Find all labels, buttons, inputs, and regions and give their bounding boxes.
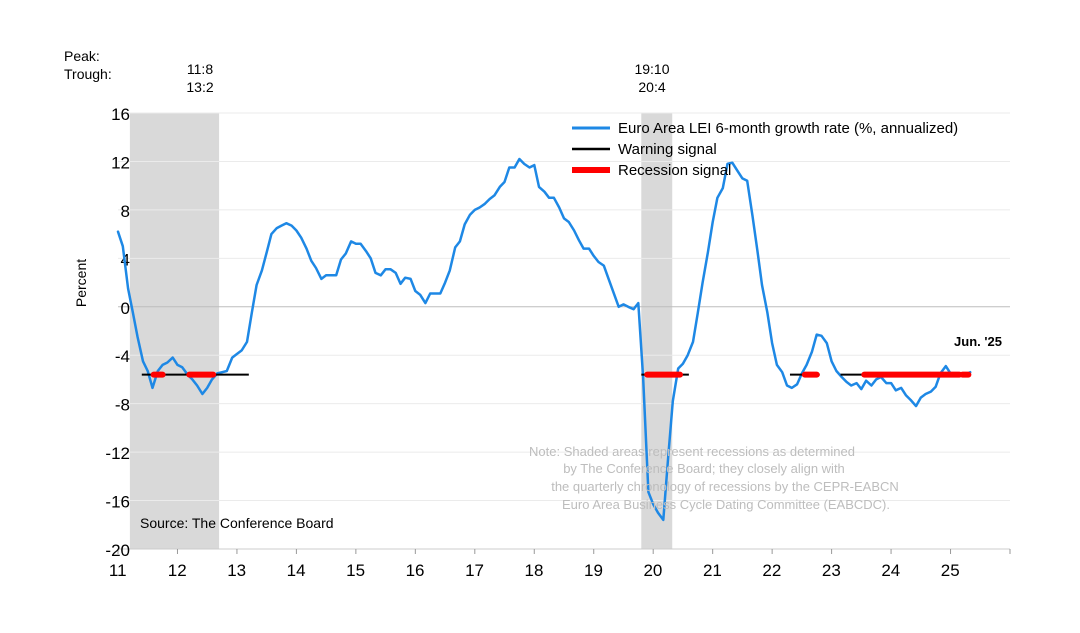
x-tick-label: 17 [465,561,484,580]
note-line-3: the quarterly chronology of recessions b… [551,479,899,494]
y-tick-label: 0 [121,299,130,318]
peak-label: Peak: [64,48,100,64]
y-axis-label: Percent [73,259,89,307]
x-tick-label: 25 [941,561,960,580]
note-line-2: by The Conference Board; they closely al… [563,461,845,476]
x-tick-label: 16 [406,561,425,580]
y-tick-label: 8 [121,202,130,221]
x-tick-label: 15 [346,561,365,580]
recession-1-peak: 11:8 [187,61,213,77]
y-tick-label: -4 [115,347,130,366]
legend-lei-label: Euro Area LEI 6-month growth rate (%, an… [618,120,958,137]
note-block: Note: Shaded areas represent recessions … [529,444,899,512]
recession-2-peak: 19:10 [634,61,669,77]
legend-recession-label: Recession signal [618,162,731,179]
y-tick-label: -8 [115,396,130,415]
legend: Euro Area LEI 6-month growth rate (%, an… [572,120,958,179]
x-tick-label: 13 [227,561,246,580]
x-tick-label: 23 [822,561,841,580]
legend-warning-label: Warning signal [618,141,717,158]
note-line-1: Note: Shaded areas represent recessions … [529,444,855,459]
x-tick-label: 24 [881,561,900,580]
y-tick-label: 16 [111,105,130,124]
x-tick-label: 21 [703,561,722,580]
x-tick-label: 20 [643,561,662,580]
series-line-lei [116,157,972,522]
x-tick-label: 18 [525,561,544,580]
latest-date-label: Jun. '25 [954,334,1002,349]
x-tick-label: 19 [584,561,603,580]
recession-2-trough: 20:4 [638,79,665,95]
x-tick-label: 11 [109,561,127,580]
y-tick-label: -20 [105,541,130,560]
source-label: Source: The Conference Board [140,515,334,531]
x-tick-label: 14 [287,561,306,580]
trough-label: Trough: [64,66,112,82]
y-tick-label: 12 [111,153,130,172]
recession-shade-1 [129,113,220,549]
x-tick-label: 22 [762,561,781,580]
y-tick-label: -12 [105,444,130,463]
recession-1-trough: 13:2 [186,79,213,95]
y-tick-label: -16 [105,493,130,512]
note-line-4: Euro Area Business Cycle Dating Committe… [562,497,890,512]
x-tick-label: 12 [168,561,187,580]
